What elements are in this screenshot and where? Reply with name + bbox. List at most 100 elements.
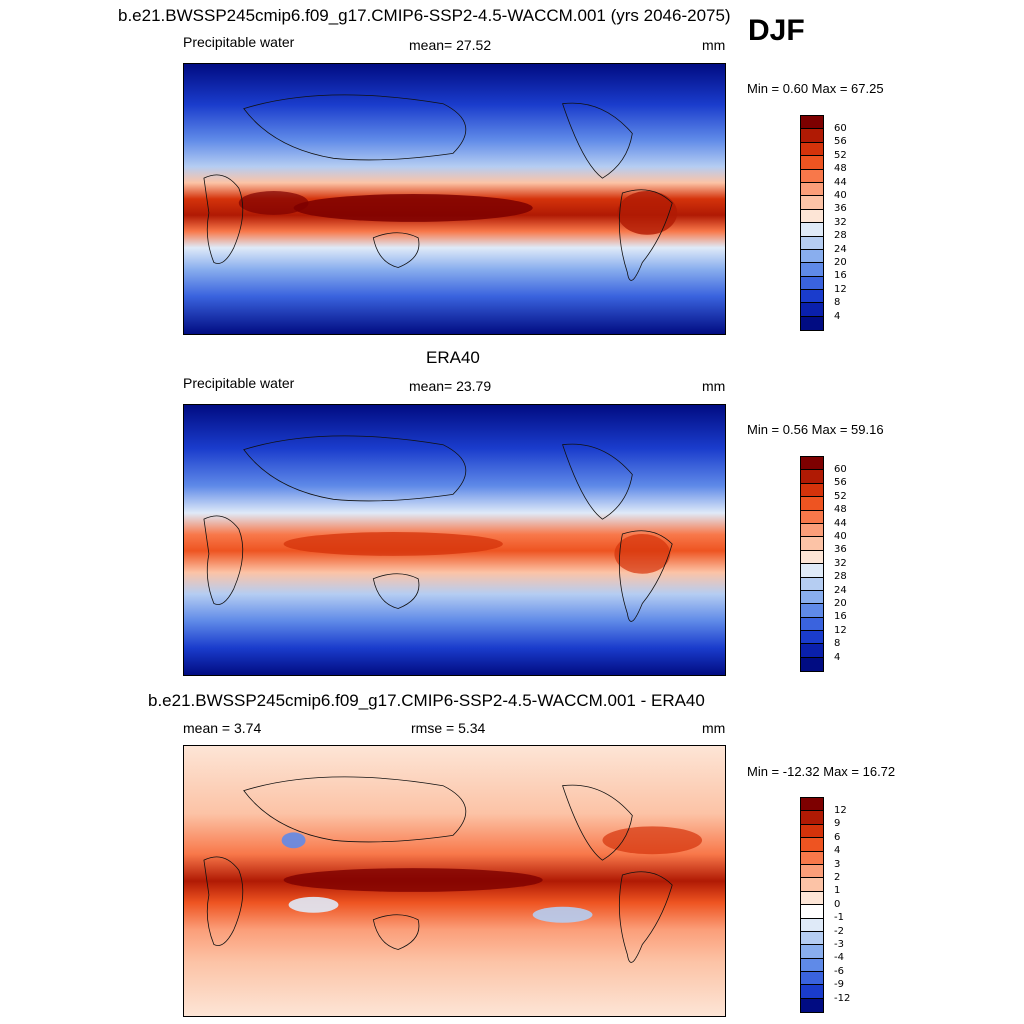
colorbar-swatch [801,457,823,471]
colorbar-swatch [801,129,823,143]
panel-3-title: b.e21.BWSSP245cmip6.f09_g17.CMIP6-SSP2-4… [148,691,705,710]
colorbar-tick: 20 [834,257,847,268]
colorbar-tick: 4 [834,845,841,856]
colorbar-swatch [801,290,823,304]
colorbar-tick: 24 [834,244,847,255]
panel-2-mean: mean= 23.79 [409,378,492,394]
panel-1-minmax: Min = 0.60 Max = 67.25 [747,81,884,96]
eurasia-coastline [243,435,467,502]
colorbar-tick: 16 [834,270,847,281]
colorbar-swatch [801,510,823,524]
colorbar-tick: 40 [834,531,847,542]
colorbar-tick: 24 [834,585,847,596]
panel-2-minmax: Min = 0.56 Max = 59.16 [747,422,884,437]
colorbar-swatch [801,878,823,892]
panel-1-map [183,63,726,335]
colorbar-tick: 4 [834,311,841,322]
panel-2-map-svg [184,405,725,675]
panel-2-map [183,404,726,676]
colorbar-tick: 6 [834,832,841,843]
colorbar-swatch [801,918,823,932]
colorbar-tick: 28 [834,230,847,241]
north-america-coastline [562,102,633,179]
eurasia-coastline [243,94,467,161]
colorbar-swatch [801,931,823,946]
australia-coastline [372,914,420,950]
colorbar-tick: 12 [834,625,847,636]
colorbar-swatch [801,811,823,825]
colorbar-swatch [801,236,823,250]
colorbar-tick: 48 [834,163,847,174]
panel-2-units: mm [702,378,726,394]
colorbar-swatch [801,316,823,331]
africa-coastline [203,515,244,605]
colorbar-swatch [801,631,823,645]
africa-coastline [203,856,244,946]
eurasia-coastline [243,776,467,843]
australia-coastline [372,232,420,268]
panel-3-colorbar [800,797,824,1014]
panel-2-title: ERA40 [426,348,480,367]
colorbar-swatch [801,838,823,852]
panel-1-units: mm [702,37,726,53]
colorbar-swatch [801,209,823,224]
colorbar-swatch [801,303,823,317]
colorbar-swatch [801,470,823,484]
colorbar-swatch [801,590,823,605]
colorbar-tick: -2 [834,926,844,937]
colorbar-tick: -9 [834,979,844,990]
panel-3-minmax: Min = -12.32 Max = 16.72 [747,764,896,779]
colorbar-swatch [801,116,823,130]
panel-3-map-svg [184,746,725,1016]
colorbar-swatch [801,483,823,498]
colorbar-tick: -1 [834,912,844,923]
colorbar-swatch [801,617,823,632]
colorbar-swatch [801,851,823,865]
colorbar-swatch [801,276,823,291]
colorbar-tick: 32 [834,558,847,569]
colorbar-swatch [801,985,823,999]
colorbar-tick: 60 [834,123,847,134]
colorbar-tick: 2 [834,872,841,883]
colorbar-tick: 20 [834,598,847,609]
south-america-coastline [618,189,673,281]
panel-3-rmse: rmse = 5.34 [411,720,486,736]
colorbar-swatch [801,249,823,264]
colorbar-swatch [801,497,823,511]
panel-1-title: b.e21.BWSSP245cmip6.f09_g17.CMIP6-SSP2-4… [118,6,731,25]
colorbar-tick: 28 [834,571,847,582]
colorbar-tick: 44 [834,518,847,529]
colorbar-swatch [801,972,823,986]
colorbar-swatch [801,657,823,672]
colorbar-swatch [801,182,823,197]
colorbar-tick: 56 [834,136,847,147]
colorbar-tick: 12 [834,284,847,295]
colorbar-swatch [801,564,823,578]
colorbar-swatch [801,644,823,658]
panel-1-mean: mean= 27.52 [409,37,492,53]
colorbar-tick: -6 [834,966,844,977]
north-america-coastline [562,784,633,861]
panel-2-variable-label: Precipitable water [183,375,295,391]
colorbar-swatch [801,223,823,237]
colorbar-tick: 44 [834,177,847,188]
colorbar-swatch [801,263,823,277]
colorbar-tick: 1 [834,885,841,896]
panel-2-colorbar [800,456,824,673]
colorbar-tick: 40 [834,190,847,201]
colorbar-tick: 48 [834,504,847,515]
colorbar-tick: 9 [834,818,841,829]
colorbar-tick: 36 [834,544,847,555]
panel-3-units: mm [702,720,726,736]
africa-coastline [203,174,244,264]
colorbar-tick: -12 [834,993,851,1004]
colorbar-tick: 36 [834,203,847,214]
north-america-coastline [562,443,633,520]
colorbar-tick: 52 [834,491,847,502]
australia-coastline [372,573,420,609]
colorbar-swatch [801,864,823,879]
colorbar-swatch [801,945,823,959]
south-america-coastline [618,871,673,963]
colorbar-tick: 4 [834,652,841,663]
colorbar-swatch [801,156,823,170]
